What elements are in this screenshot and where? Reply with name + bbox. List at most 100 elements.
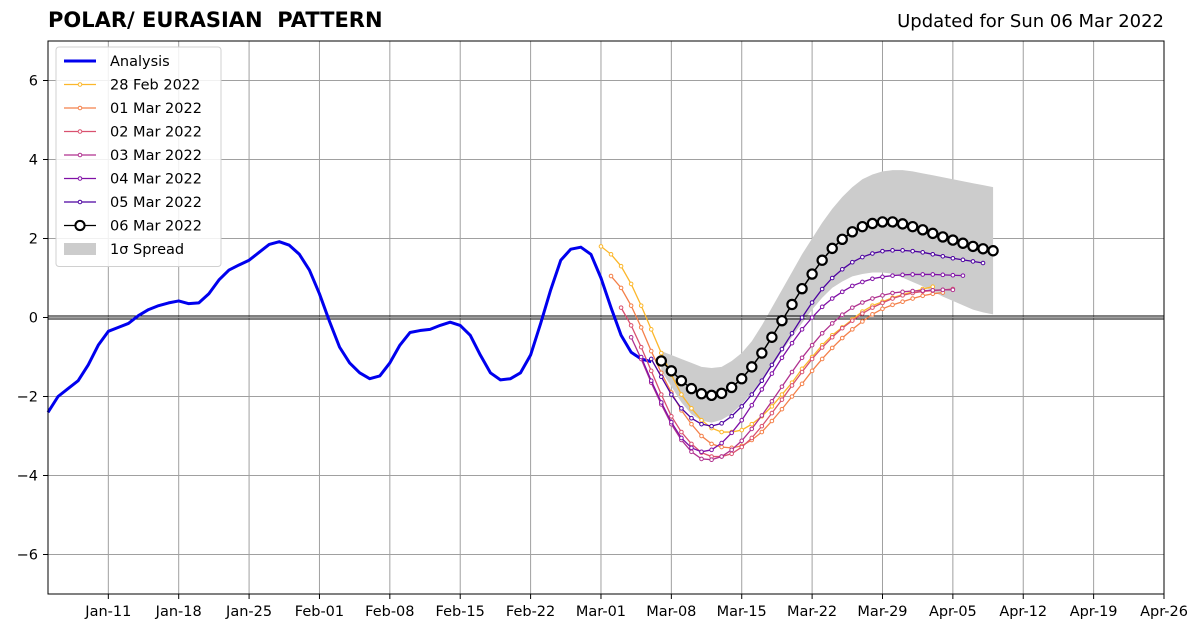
forecast-point xyxy=(789,383,795,388)
x-tick-label: Feb-01 xyxy=(295,604,344,620)
forecast-point xyxy=(789,369,795,375)
forecast-point xyxy=(648,368,654,374)
forecast-point xyxy=(876,216,889,228)
forecast-point xyxy=(756,347,768,359)
x-tick-label: Apr-12 xyxy=(999,604,1047,620)
forecast-point xyxy=(839,267,845,272)
forecast-point xyxy=(638,325,644,330)
forecast-point xyxy=(699,449,704,455)
forecast-point xyxy=(709,423,714,429)
x-tick-label: Mar-22 xyxy=(787,604,837,620)
forecast-point xyxy=(749,392,755,397)
forecast-point xyxy=(759,423,765,429)
y-tick-label: 4 xyxy=(29,153,38,169)
forecast-point xyxy=(819,304,825,310)
y-tick-label: −2 xyxy=(17,390,38,406)
forecast-point xyxy=(900,248,905,253)
forecast-point xyxy=(749,421,755,427)
forecast-point xyxy=(779,346,785,352)
forecast-point xyxy=(779,406,785,412)
forecast-point xyxy=(816,254,828,266)
forecast-point xyxy=(719,454,724,459)
x-tick-label: Jan-11 xyxy=(84,604,131,620)
forecast-point xyxy=(709,447,714,453)
forecast-point xyxy=(900,289,905,295)
forecast-point xyxy=(980,260,986,266)
forecast-point xyxy=(658,350,664,356)
forecast-point xyxy=(749,426,755,432)
forecast-point xyxy=(638,344,644,350)
forecast-point xyxy=(809,342,815,348)
legend-marker xyxy=(77,152,83,158)
legend-label: 04 Mar 2022 xyxy=(110,172,202,188)
forecast-point xyxy=(739,427,745,433)
axis-ticks: Jan-11 Jan-18 Jan-25 Feb-01 Feb-08 Feb-15 Feb-… xyxy=(17,74,1188,621)
forecast-point xyxy=(920,293,926,299)
forecast-point xyxy=(709,457,714,463)
legend-label: 05 Mar 2022 xyxy=(110,195,202,211)
forecast-point xyxy=(950,255,956,261)
forecast-point xyxy=(829,296,835,301)
forecast-point xyxy=(839,335,845,341)
forecast-point xyxy=(769,418,775,424)
forecast-point xyxy=(658,392,664,397)
forecast-point xyxy=(950,272,956,278)
forecast-point xyxy=(930,287,936,293)
forecast-point xyxy=(890,290,895,296)
forecast-point xyxy=(789,340,795,346)
legend-marker xyxy=(77,105,83,111)
forecast-point xyxy=(870,312,875,317)
forecast-point xyxy=(920,288,926,293)
x-tick-label: Jan-25 xyxy=(225,604,272,620)
forecast-point xyxy=(655,355,667,367)
forecast-point xyxy=(829,334,835,340)
forecast-point xyxy=(679,406,684,411)
legend-marker xyxy=(77,129,83,134)
y-tick-label: 6 xyxy=(29,74,38,90)
legend-label: 1σ Spread xyxy=(110,242,184,258)
forecast-point xyxy=(910,272,915,277)
x-tick-label: Mar-01 xyxy=(576,604,626,620)
forecast-point xyxy=(860,311,865,316)
legend-marker xyxy=(77,176,83,181)
forecast-point xyxy=(766,331,778,343)
forecast-point xyxy=(719,421,724,426)
forecast-point xyxy=(769,371,775,376)
forecast-point xyxy=(987,245,999,257)
forecast-point xyxy=(850,318,855,323)
legend-label: 06 Mar 2022 xyxy=(110,219,202,235)
analysis-line xyxy=(46,240,652,414)
forecast-series xyxy=(648,248,986,429)
forecast-point xyxy=(769,404,775,409)
forecast-point xyxy=(689,449,694,455)
forecast-point xyxy=(947,234,959,246)
forecast-point xyxy=(880,293,885,298)
forecast-point xyxy=(769,362,775,368)
forecast-point xyxy=(648,378,654,384)
forecast-point xyxy=(628,303,634,308)
legend-label: 01 Mar 2022 xyxy=(110,101,202,117)
forecast-point xyxy=(699,433,704,439)
forecast-point xyxy=(729,430,734,436)
forecast-point xyxy=(960,257,966,263)
forecast-point xyxy=(618,263,624,269)
forecast-point xyxy=(839,325,845,331)
forecast-point xyxy=(967,240,979,253)
forecast-point xyxy=(709,441,714,447)
forecast-point xyxy=(870,296,875,301)
forecast-point xyxy=(809,356,815,362)
forecast-point xyxy=(809,300,815,305)
forecast-point xyxy=(789,331,795,336)
forecast-point xyxy=(679,392,684,397)
forecast-point xyxy=(638,303,644,308)
forecast-point xyxy=(776,314,788,327)
forecast-point xyxy=(746,361,758,373)
forecast-point xyxy=(699,421,704,427)
page-title: POLAR/ EURASIAN PATTERN xyxy=(48,8,383,32)
forecast-point xyxy=(930,252,936,257)
forecast-point xyxy=(628,334,634,340)
forecast-point xyxy=(759,387,765,392)
forecast-point xyxy=(695,388,708,400)
x-tick-label: Mar-15 xyxy=(717,604,767,620)
legend-swatch xyxy=(64,243,96,255)
